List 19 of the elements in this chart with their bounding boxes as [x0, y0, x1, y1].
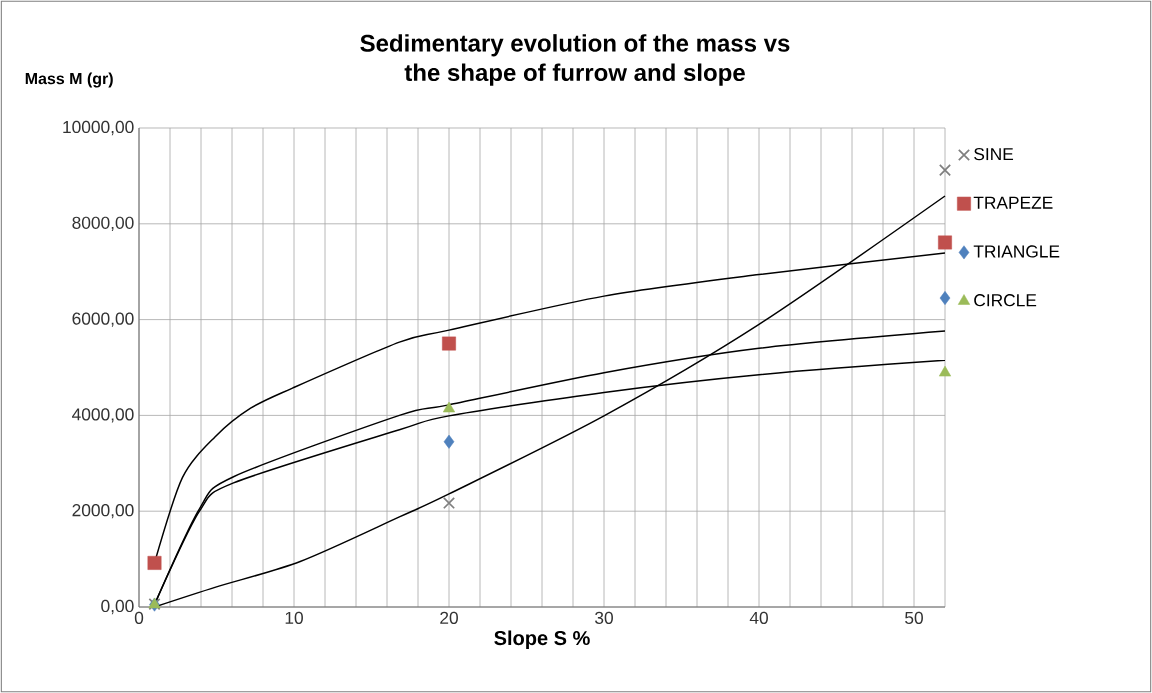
legend-label: TRAPEZE: [973, 196, 1053, 209]
y-tick-label: 2000,00: [72, 504, 134, 519]
y-axis-title: Mass M (gr): [25, 72, 113, 88]
x-tick-label: 40: [749, 611, 768, 624]
y-tick-label: 6000,00: [72, 312, 134, 327]
legend-label: SINE: [974, 147, 1014, 161]
x-axis-title: Slope S %: [494, 630, 590, 650]
legend-label: TRIANGLE: [973, 245, 1060, 258]
y-tick-label: 8000,00: [72, 216, 134, 231]
y-tick-label: 10000,00: [63, 120, 134, 136]
x-tick-label: 50: [905, 611, 923, 624]
y-tick-label: 0,00: [101, 599, 134, 615]
legend-label: CIRCLE: [974, 294, 1037, 307]
chart-title: Sedimentary evolution of the mass vs the shape of furrow and slope: [360, 34, 790, 86]
x-tick-label: 10: [285, 611, 303, 624]
x-tick-label: 0: [134, 611, 144, 624]
y-tick-label: 4000,00: [72, 408, 134, 423]
x-tick-label: 20: [440, 611, 458, 624]
x-tick-label: 30: [595, 611, 613, 624]
